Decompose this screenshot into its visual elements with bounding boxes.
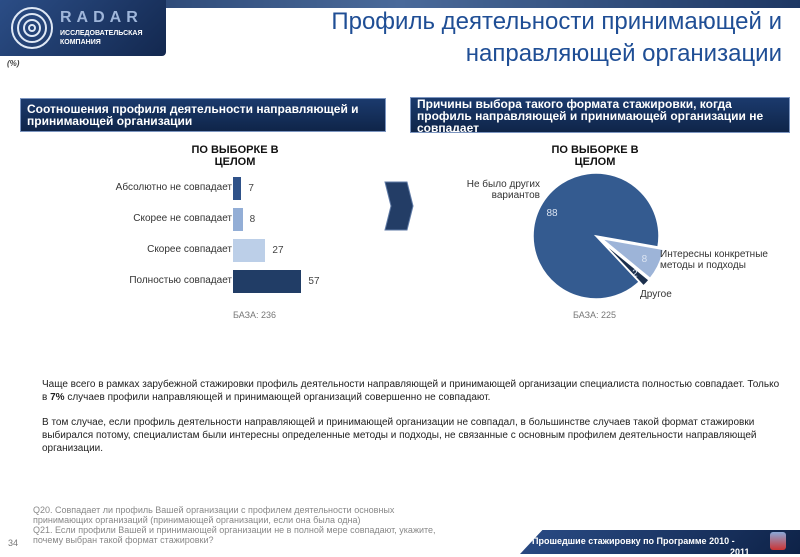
pie-value-label: 2 bbox=[632, 268, 638, 279]
chevron-right-icon bbox=[384, 181, 414, 231]
pie-chart-title: ПО ВЫБОРКЕ В ЦЕЛОМ bbox=[551, 144, 639, 168]
bar-value-label: 57 bbox=[308, 276, 320, 287]
question-notes: Q20. Совпадает ли профиль Вашей организа… bbox=[33, 505, 453, 545]
bar-label: Скорее совпадает bbox=[147, 244, 232, 255]
summary-paragraph-2: В том случае, если профиль деятельности … bbox=[42, 417, 757, 454]
bar bbox=[233, 177, 242, 200]
bar bbox=[233, 270, 302, 293]
brand-subtitle: ИССЛЕДОВАТЕЛЬСКАЯ КОМПАНИЯ bbox=[60, 29, 143, 47]
footer-band: Прошедшие стажировку по Программе 2010 -… bbox=[520, 530, 800, 554]
pie-slice bbox=[599, 239, 651, 288]
bar-value-label: 8 bbox=[249, 214, 256, 225]
question-q20: Q20. Совпадает ли профиль Вашей организа… bbox=[33, 505, 395, 525]
bar-value-label: 27 bbox=[272, 245, 284, 256]
radar-icon bbox=[11, 7, 53, 49]
brand-name: RADAR bbox=[60, 9, 143, 26]
brand-sub-2: КОМПАНИЯ bbox=[60, 39, 101, 46]
pie-label-methods: Интересны конкретные методы и подходы bbox=[660, 249, 768, 271]
radar-logo: RADAR ИССЛЕДОВАТЕЛЬСКАЯ КОМПАНИЯ bbox=[0, 0, 166, 56]
page-title: Профиль деятельности принимающей и напра… bbox=[331, 8, 782, 67]
pie-value-label: 8 bbox=[642, 254, 648, 265]
unit-label: (%) bbox=[7, 59, 20, 68]
bar bbox=[233, 239, 266, 262]
summary-paragraph-1: Чаще всего в рамках зарубежной стажировк… bbox=[42, 378, 782, 404]
footer-year: 2011 bbox=[730, 547, 750, 557]
bar-label: Полностью совпадает bbox=[129, 275, 232, 286]
summary-text: Чаще всего в рамках зарубежной стажировк… bbox=[42, 378, 782, 467]
p1-text-a: Чаще всего в рамках зарубежной стажировк… bbox=[42, 379, 780, 403]
pie-value-label: 88 bbox=[546, 208, 558, 219]
header-band bbox=[0, 0, 800, 8]
bar-value-label: 7 bbox=[248, 183, 254, 194]
question-q21: Q21. Если профили Вашей и принимающей ор… bbox=[33, 525, 436, 545]
program-logo-icon bbox=[770, 532, 786, 550]
bar-chart-title: ПО ВЫБОРКЕ В ЦЕЛОМ bbox=[191, 144, 279, 168]
pie-slice bbox=[598, 237, 665, 280]
bar-label: Скорее не совпадает bbox=[133, 213, 232, 224]
right-section-heading: Причины выбора такого формата стажировки… bbox=[410, 97, 790, 133]
p1-text-b: случаев профили направляющей и принимающ… bbox=[64, 392, 491, 403]
pie-label-no-options: Не было других вариантов bbox=[466, 179, 540, 201]
left-section-heading: Соотношения профиля деятельности направл… bbox=[20, 98, 386, 132]
bar bbox=[233, 208, 243, 231]
footer-text: Прошедшие стажировку по Программе 2010 - bbox=[532, 536, 735, 546]
bar-chart-base: БАЗА: 236 bbox=[233, 310, 277, 320]
page-number: 34 bbox=[8, 538, 19, 548]
brand-sub-1: ИССЛЕДОВАТЕЛЬСКАЯ bbox=[60, 30, 143, 37]
pie-slice bbox=[532, 172, 660, 300]
pie-label-other: Другое bbox=[640, 289, 672, 300]
bar-label: Абсолютно не совпадает bbox=[115, 182, 232, 193]
p1-highlight: 7% bbox=[50, 392, 65, 403]
pie-chart-base: БАЗА: 225 bbox=[573, 310, 617, 320]
